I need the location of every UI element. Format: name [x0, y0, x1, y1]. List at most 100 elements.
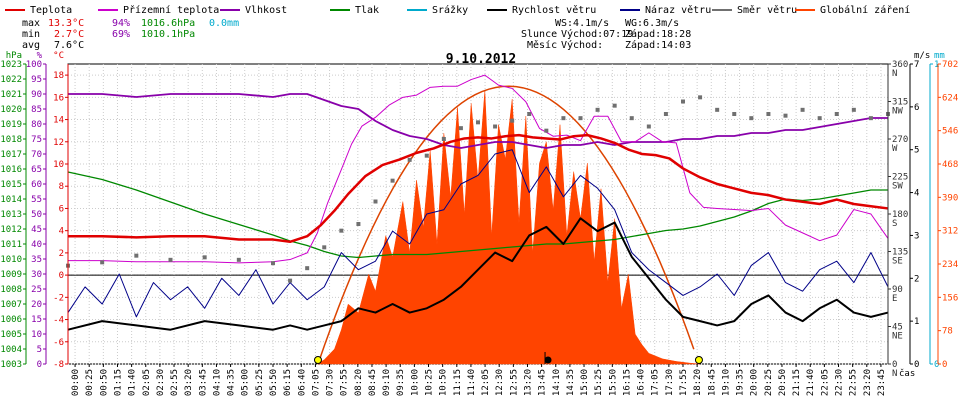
hpa-tick-label-2: 1004: [0, 345, 22, 355]
dir-compass-4: SE: [892, 257, 903, 267]
pct-tick-label-10: 45: [31, 225, 42, 235]
stat-max-hum: 94%: [112, 18, 130, 29]
wind-dir-point-36: [766, 112, 771, 116]
time-label-33: 13:20: [523, 369, 533, 396]
temp-tick-label-1: -8: [53, 360, 64, 370]
temp-tick-label-6: 2: [59, 249, 64, 259]
time-label-45: 18:20: [693, 369, 703, 396]
wind-dir-point-3: [134, 253, 139, 258]
pct-axis-label: %: [37, 51, 43, 61]
dir-tick-label-3: 90: [892, 285, 903, 295]
markers: [313, 352, 703, 364]
pct-tick-label-1: 0: [37, 360, 42, 370]
wind-tick-label-5: 4: [914, 189, 919, 199]
time-label-44: 17:55: [679, 369, 689, 396]
wind-dir-point-42: [868, 116, 873, 121]
time-label-7: 02:30: [156, 369, 166, 396]
time-label-29: 11:40: [467, 369, 477, 396]
time-label-6: 02:05: [142, 369, 152, 396]
wind-tick-label-4: 3: [914, 231, 919, 241]
time-label-10: 03:45: [198, 369, 208, 396]
temp-axis-label: °C: [53, 51, 64, 61]
hpa-tick-label-7: 1009: [0, 270, 22, 280]
pct-tick-label-21: 100: [26, 60, 42, 70]
temp-tick-label-3: -4: [53, 316, 64, 326]
dir-tick-label-7: 270: [892, 135, 908, 145]
time-label-42: 17:05: [651, 369, 661, 396]
time-label-51: 20:50: [778, 369, 788, 396]
time-label-57: 23:20: [863, 369, 873, 396]
time-label-53: 21:40: [806, 369, 816, 396]
dir-compass-8: NW: [892, 107, 903, 117]
axes: 1003100410051006100710081009101010111012…: [0, 51, 958, 396]
time-label-4: 01:15: [113, 369, 123, 396]
info-sun-rise: Východ:07:19: [561, 28, 633, 40]
pct-tick-label-15: 70: [31, 150, 42, 160]
time-label-11: 04:10: [212, 369, 222, 396]
rain-tick-label-1: 0: [934, 360, 939, 370]
dir-tick-label-6: 225: [892, 173, 908, 183]
moonset-marker: [544, 356, 552, 364]
pct-tick-label-7: 30: [31, 270, 42, 280]
wind-dir-point-11: [339, 228, 344, 233]
pct-tick-label-12: 55: [31, 195, 42, 205]
wind-tick-label-1: 0: [914, 360, 919, 370]
wind-dir-point-41: [851, 107, 856, 112]
temp-tick-label-7: 4: [59, 227, 64, 237]
time-label-50: 20:25: [764, 369, 774, 396]
hpa-tick-label-1: 1003: [0, 360, 22, 370]
wind-dir-point-26: [595, 107, 600, 112]
info-wg: WG:6.3m/s: [625, 18, 679, 29]
hpa-axis-label: hPa: [6, 51, 22, 61]
pct-tick-label-2: 5: [37, 345, 42, 355]
solar-tick-label-10: 702: [942, 60, 958, 70]
wind-dir-point-24: [561, 116, 566, 121]
wind-dir-point-39: [817, 116, 822, 121]
stat-max-press: 1016.6hPa: [141, 18, 195, 29]
solar-tick-label-1: 0: [942, 360, 947, 370]
stat-min-hum: 69%: [112, 29, 130, 40]
solar-tick-label-8: 546: [942, 127, 958, 137]
time-label-32: 12:55: [509, 369, 519, 396]
time-label-23: 09:10: [382, 369, 392, 396]
wind-dir-point-17: [441, 137, 446, 141]
wind-dir-point-5: [202, 255, 207, 260]
pct-tick-label-5: 20: [31, 300, 42, 310]
series-p-zemn-teplota: [68, 74, 889, 264]
time-label-47: 19:10: [721, 369, 731, 396]
sunrise-marker: [313, 356, 322, 364]
wind-dir-point-12: [356, 222, 361, 226]
info-ws: WS:4.1m/s: [555, 18, 609, 29]
temp-tick-label-11: 12: [53, 138, 64, 148]
wind-tick-label-6: 5: [914, 146, 919, 156]
solar-tick-label-6: 390: [942, 193, 958, 203]
wind-tick-label-2: 1: [914, 317, 919, 327]
legend-label-9: Globální záření: [820, 4, 910, 16]
wind-dir-point-22: [527, 112, 532, 116]
theoretical-solar-curve: [317, 85, 695, 365]
time-label-20: 07:55: [340, 369, 350, 396]
rain-tick-label-2: 1: [934, 60, 939, 70]
time-label-22: 08:45: [368, 369, 378, 396]
legend-label-2: Přízemní teplota: [123, 4, 219, 16]
date-title: 9.10.2012: [446, 52, 516, 67]
hpa-tick-label-8: 1010: [0, 255, 22, 265]
time-label-52: 21:15: [792, 369, 802, 396]
solar-radiation-area: [316, 90, 701, 365]
time-label-41: 16:40: [637, 369, 647, 396]
time-label-25: 10:00: [410, 369, 420, 396]
hpa-tick-label-19: 1021: [0, 90, 22, 100]
time-label-27: 10:50: [439, 369, 449, 396]
wind-dir-point-31: [681, 99, 685, 104]
time-label-54: 22:05: [820, 369, 830, 396]
dir-compass-6: SW: [892, 182, 903, 192]
temp-tick-label-13: 16: [53, 93, 64, 103]
hpa-tick-label-14: 1016: [0, 165, 22, 175]
wind-dir-point-9: [305, 266, 310, 271]
time-label-56: 22:55: [849, 369, 859, 396]
wind-axis-label: m/s: [914, 51, 930, 61]
wind-dir-point-13: [373, 199, 378, 204]
info-moon-rise: Východ:: [561, 39, 603, 51]
dir-compass-2: NE: [892, 332, 903, 342]
hpa-tick-label-15: 1017: [0, 150, 22, 160]
